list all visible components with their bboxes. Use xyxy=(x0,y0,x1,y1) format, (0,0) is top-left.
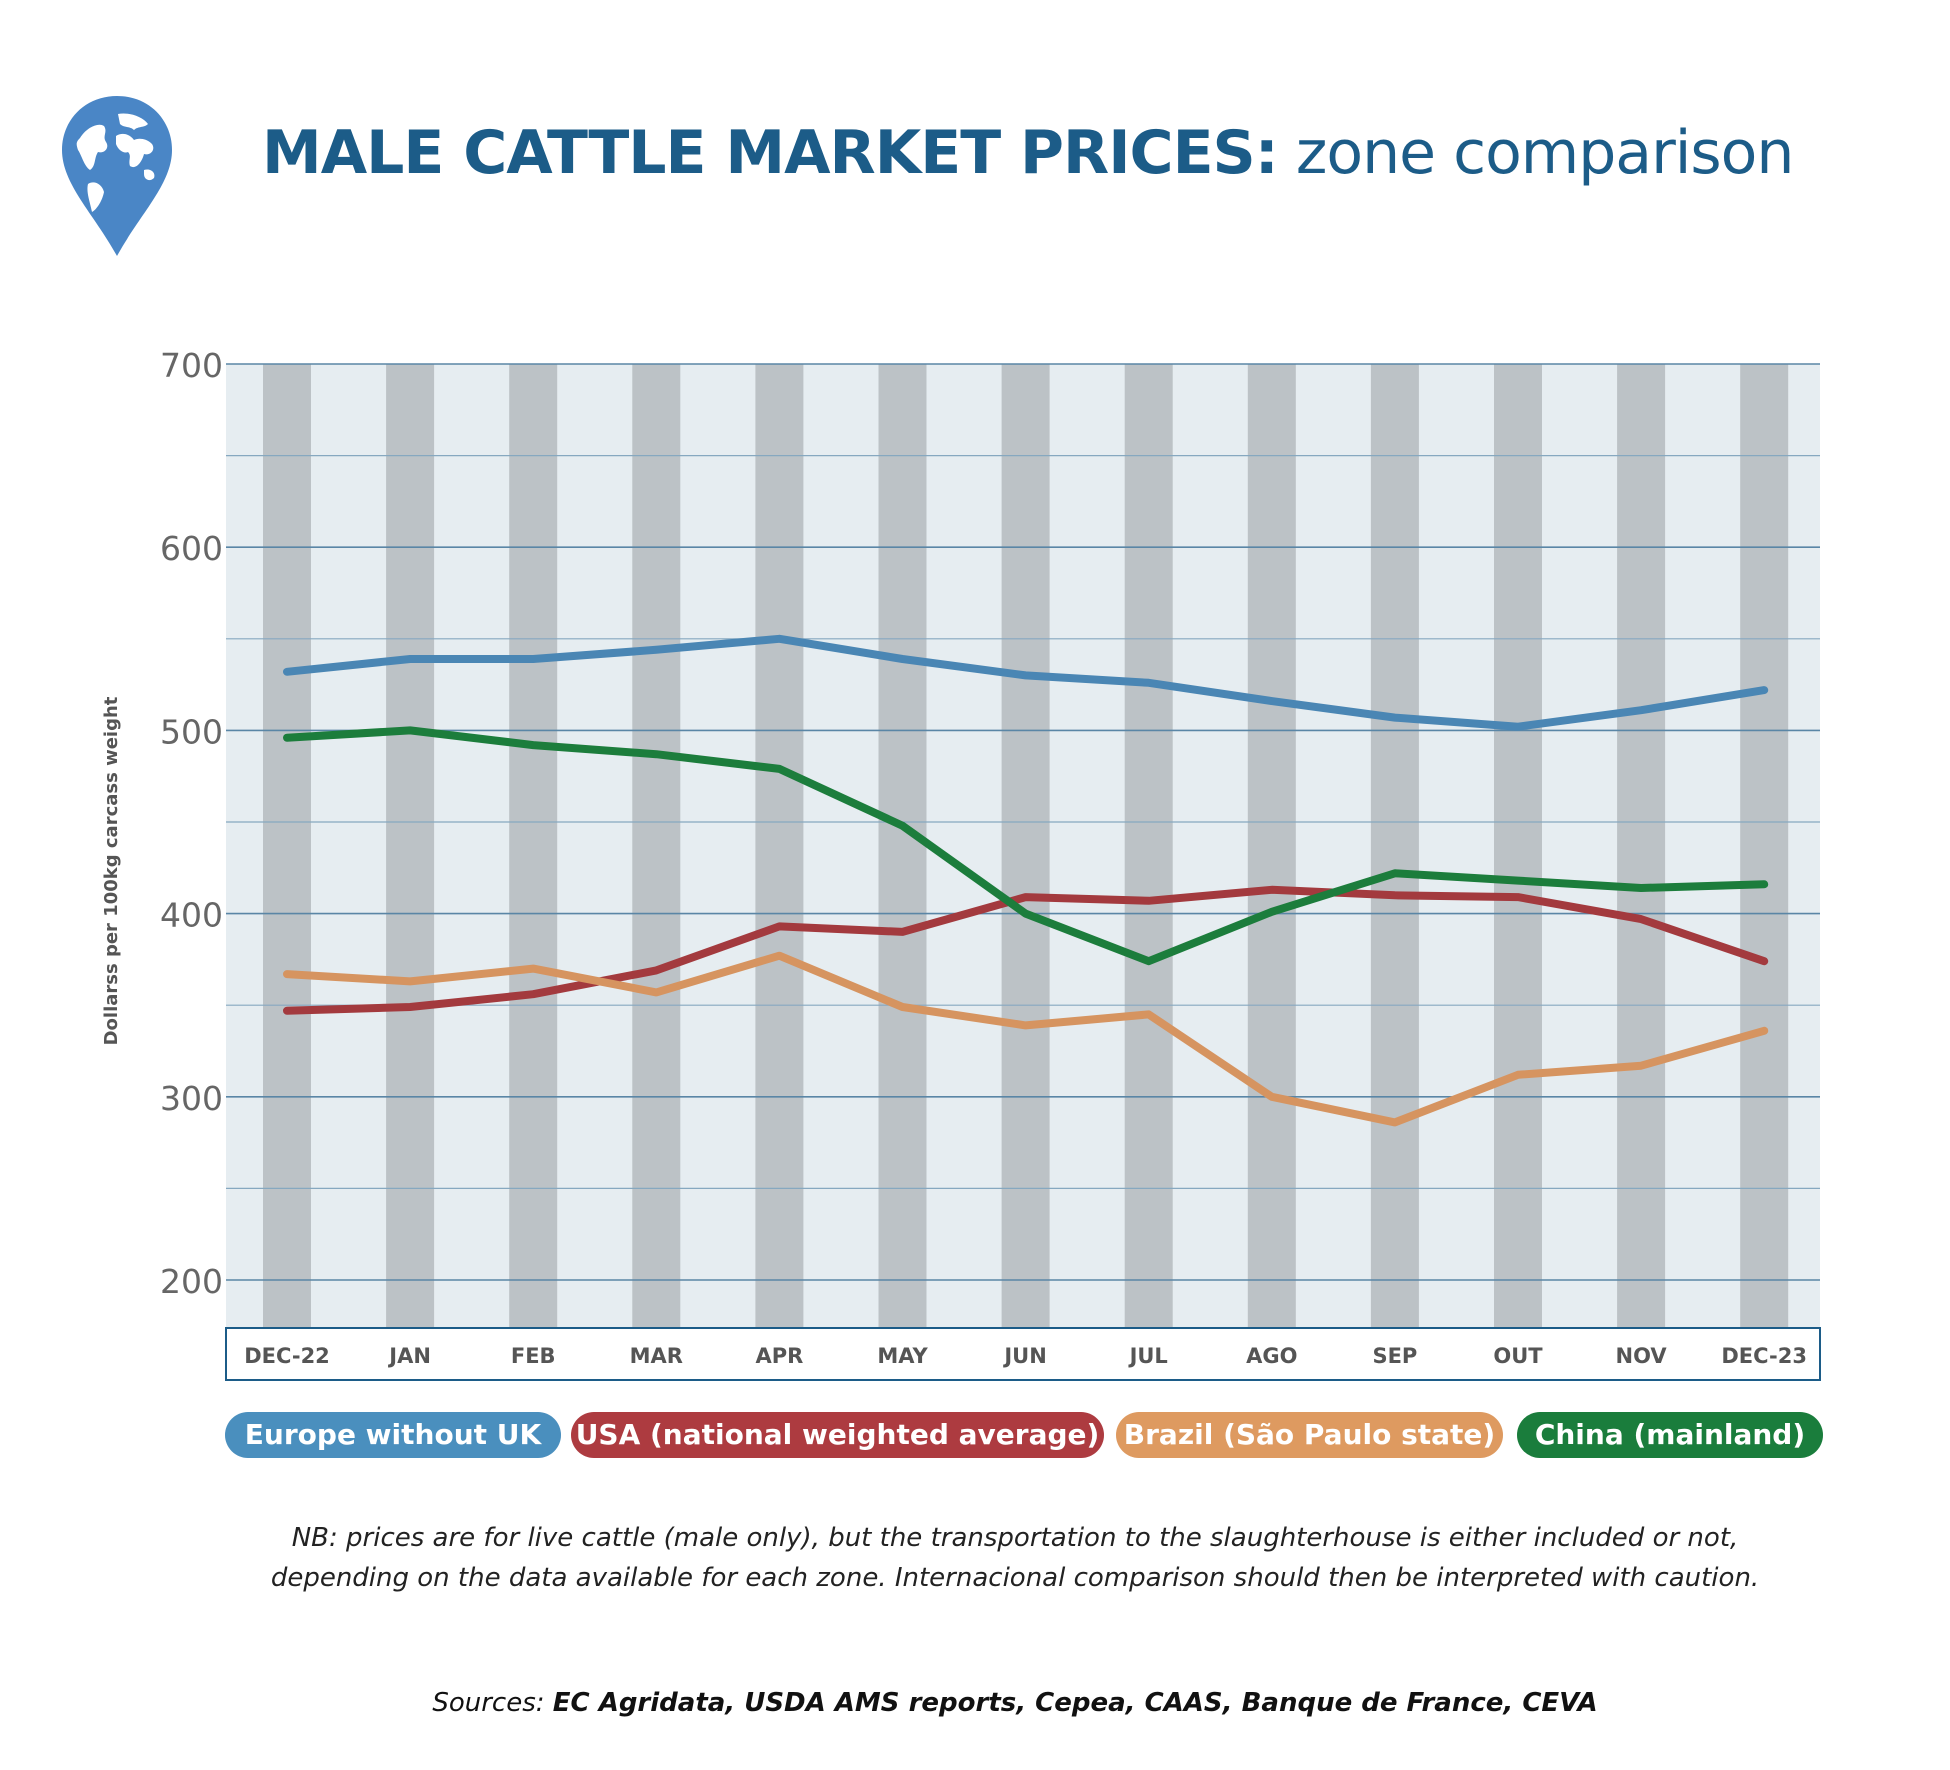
month-band xyxy=(1124,364,1173,1328)
month-band xyxy=(1740,364,1789,1328)
series-line-europe xyxy=(283,634,1769,731)
month-band xyxy=(1617,364,1666,1328)
month-band xyxy=(1370,364,1419,1328)
y-tick-label: 300 xyxy=(160,1079,223,1118)
month-band xyxy=(386,364,435,1328)
line-chart: 200 300 400 500 600 700 DEC-22 JAN FEB MAR APR MAY… xyxy=(101,346,1821,1381)
month-band xyxy=(509,364,558,1328)
legend-europe: Europe without UK xyxy=(225,1412,561,1458)
y-tick-label: 200 xyxy=(160,1262,223,1301)
y-tick-label: 500 xyxy=(160,712,223,751)
globe-pin-icon xyxy=(62,96,172,256)
sources-list: EC Agridata, USDA AMS reports, Cepea, CA… xyxy=(552,1688,1598,1718)
x-tick-label: FEB xyxy=(511,1344,556,1368)
title-bold: MALE CATTLE MARKET PRICES: xyxy=(262,118,1279,188)
legend-usa: USA (national weighted average) xyxy=(571,1412,1104,1458)
page-title: MALE CATTLE MARKET PRICES: zone comparis… xyxy=(262,118,1795,188)
continent-shape xyxy=(116,133,154,168)
y-tick-label: 600 xyxy=(160,529,223,568)
month-band xyxy=(632,364,681,1328)
continent-shape xyxy=(76,124,108,170)
x-tick-label: DEC-22 xyxy=(244,1344,330,1368)
y-axis-label: Dollarss per 100kg carcass weight xyxy=(101,696,122,1045)
title-light: zone comparison xyxy=(1295,118,1795,188)
series-line-usa xyxy=(283,885,1769,1015)
x-tick-label: APR xyxy=(755,1344,803,1368)
footnote-line: NB: prices are for live cattle (male onl… xyxy=(291,1523,1739,1553)
y-tick-label: 400 xyxy=(160,896,223,935)
continent-shape xyxy=(87,182,104,212)
month-band xyxy=(263,364,311,1328)
month-band xyxy=(1494,364,1542,1328)
series-line-china xyxy=(283,726,1769,966)
series-lines xyxy=(283,634,1769,1127)
x-axis-ticks: DEC-22 JAN FEB MAR APR MAY JUN JUL AGO SEP OUT NOV D… xyxy=(244,1344,1807,1368)
legend-brazil: Brazil (São Paulo state) xyxy=(1116,1412,1503,1458)
footnote: NB: prices are for live cattle (male onl… xyxy=(150,1518,1880,1598)
x-tick-label: NOV xyxy=(1616,1344,1668,1368)
month-band xyxy=(878,364,927,1328)
x-axis-box xyxy=(225,1327,1821,1381)
month-band xyxy=(1247,364,1296,1328)
gridlines xyxy=(226,363,1820,1281)
y-tick-label: 700 xyxy=(160,346,223,385)
continent-shape xyxy=(144,169,155,181)
x-tick-label: DEC-23 xyxy=(1721,1344,1807,1368)
x-tick-label: MAR xyxy=(630,1344,683,1368)
month-bands xyxy=(226,364,1820,1328)
continent-shape xyxy=(118,113,148,130)
x-tick-label: JUN xyxy=(1002,1344,1046,1368)
sources: Sources: EC Agridata, USDA AMS reports, … xyxy=(150,1688,1880,1718)
month-band xyxy=(755,364,804,1328)
y-axis-ticks: 200 300 400 500 600 700 xyxy=(160,346,223,1301)
legend-china: China (mainland) xyxy=(1517,1412,1823,1458)
x-tick-label: MAY xyxy=(877,1344,928,1368)
x-tick-label: JAN xyxy=(387,1344,431,1368)
month-band xyxy=(1001,364,1050,1328)
x-tick-label: OUT xyxy=(1493,1344,1543,1368)
x-tick-label: JUL xyxy=(1128,1344,1168,1368)
x-tick-label: AGO xyxy=(1246,1344,1297,1368)
sources-prefix: Sources: xyxy=(432,1688,545,1718)
series-line-brazil xyxy=(283,951,1769,1127)
x-tick-label: SEP xyxy=(1372,1344,1417,1368)
footnote-line: depending on the data available for each… xyxy=(270,1563,1760,1593)
